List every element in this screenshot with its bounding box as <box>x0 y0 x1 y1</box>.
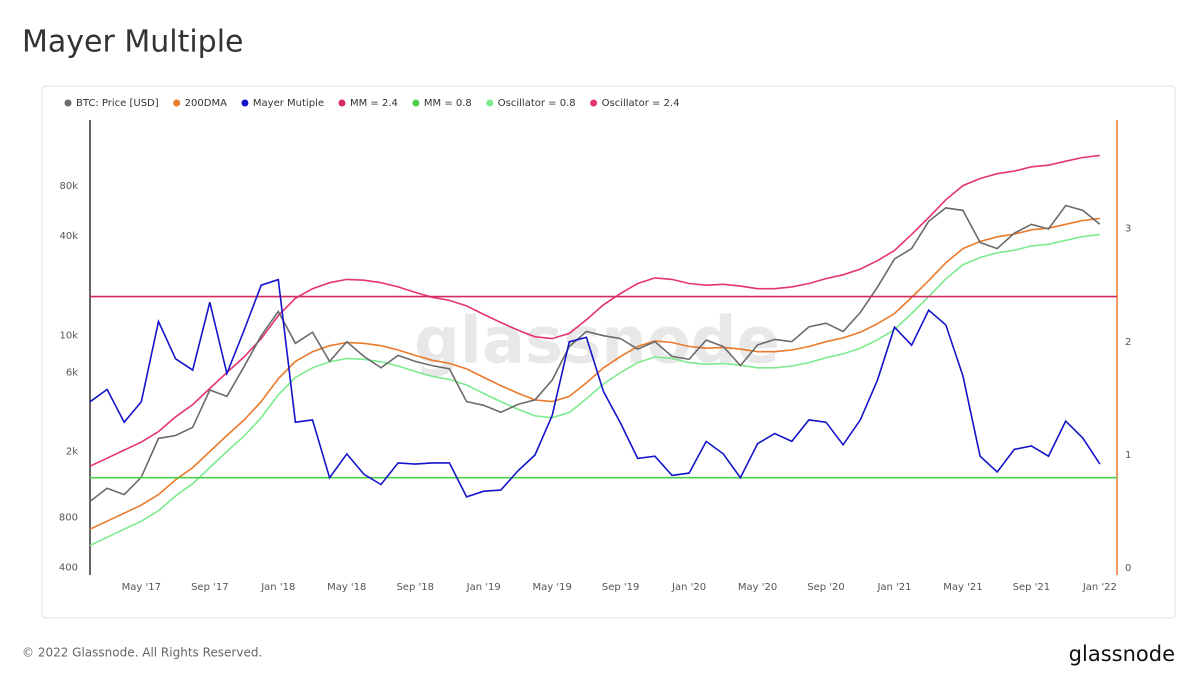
x-tick-label: May '21 <box>943 582 982 593</box>
x-tick-label: Sep '17 <box>191 582 229 593</box>
y-tick-label: 2k <box>66 447 78 458</box>
x-tick-label: May '17 <box>122 582 161 593</box>
y2-tick-label: 3 <box>1125 224 1131 235</box>
y-tick-label: 10k <box>59 331 78 342</box>
y-tick-label: 400 <box>59 562 78 573</box>
x-tick-label: May '19 <box>532 582 571 593</box>
legend-label: MM = 0.8 <box>424 98 472 109</box>
x-tick-label: May '18 <box>327 582 366 593</box>
plot: 400 800 2k 6k 10k 40k 80k 0 1 2 3 May '17 Sep '17 Jan… <box>59 120 1131 593</box>
y-tick-label: 80k <box>59 181 78 192</box>
series-line <box>89 233 1101 547</box>
legend-label: MM = 2.4 <box>350 98 398 109</box>
x-tick-label: May '20 <box>738 582 777 593</box>
x-tick-label: Jan '22 <box>1082 582 1117 593</box>
x-tick-label: Jan '19 <box>466 582 501 593</box>
chart-title: Mayer Multiple <box>22 25 244 60</box>
legend-swatch <box>486 99 494 107</box>
x-tick-label: Sep '20 <box>807 582 845 593</box>
x-tick-label: Sep '21 <box>1013 582 1051 593</box>
x-tick-label: Sep '19 <box>602 582 640 593</box>
y2-tick-label: 0 <box>1125 563 1131 574</box>
x-tick-label: Jan '20 <box>671 582 706 593</box>
legend-swatch <box>590 99 598 107</box>
legend-swatch <box>241 99 249 107</box>
y-tick-label: 800 <box>59 513 78 524</box>
legend-label: Oscillator = 0.8 <box>498 98 576 109</box>
legend-label: Mayer Mutiple <box>253 98 324 109</box>
x-tick-label: Jan '18 <box>260 582 295 593</box>
series-line <box>89 217 1100 530</box>
legend-swatch <box>173 99 181 107</box>
chart-frame <box>41 85 1176 619</box>
legend-label: BTC: Price [USD] <box>76 98 159 109</box>
legend-swatch <box>64 99 72 107</box>
y2-tick-label: 1 <box>1125 450 1131 461</box>
legend-label: 200DMA <box>185 98 227 109</box>
y-tick-label: 6k <box>66 367 78 378</box>
watermark: glassnode <box>414 305 780 379</box>
y2-tick-label: 2 <box>1125 337 1131 348</box>
legend-swatch <box>338 99 346 107</box>
legend-swatch <box>412 99 420 107</box>
x-tick-label: Jan '21 <box>876 582 911 593</box>
y-tick-label: 40k <box>59 231 78 242</box>
brand: glassnode <box>1069 642 1175 666</box>
x-tick-label: Sep '18 <box>396 582 434 593</box>
series-line <box>89 278 1101 498</box>
legend-label: Oscillator = 2.4 <box>602 98 680 109</box>
footer: © 2022 Glassnode. All Rights Reserved. <box>22 646 262 660</box>
series-line <box>89 204 1101 503</box>
legend: BTC: Price [USD] 200DMA Mayer Mutiple MM = … <box>64 98 680 109</box>
